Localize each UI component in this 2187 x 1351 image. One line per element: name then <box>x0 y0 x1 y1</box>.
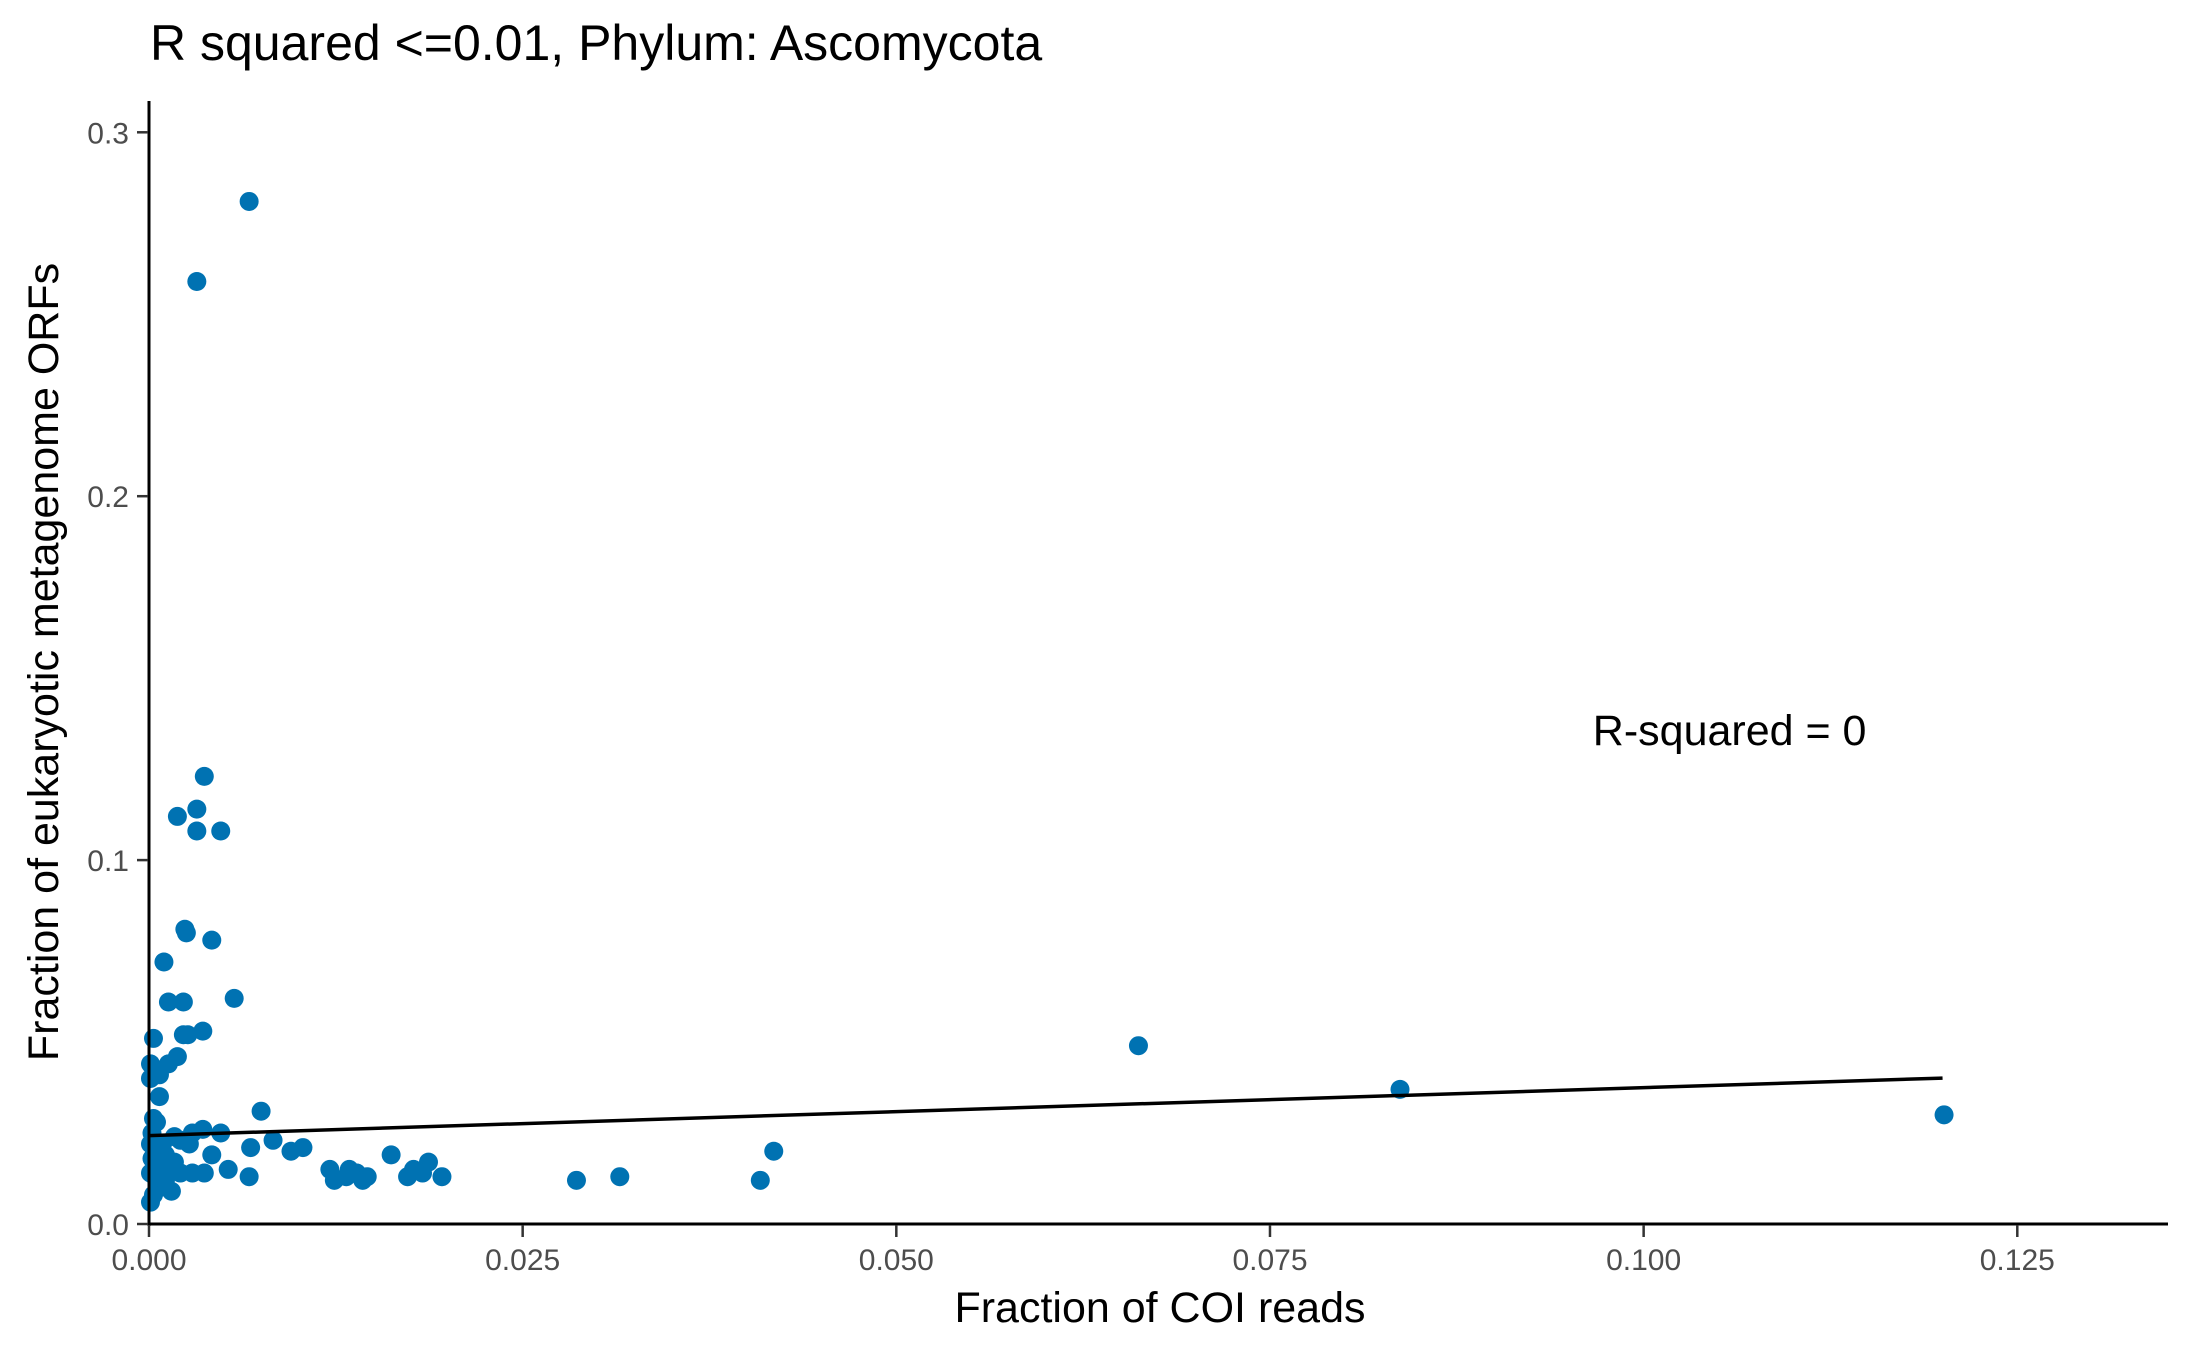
data-point <box>187 799 207 819</box>
data-point <box>178 1025 198 1045</box>
data-point <box>336 1167 356 1187</box>
data-point <box>566 1170 586 1190</box>
data-point <box>263 1130 283 1150</box>
x-axis-title: Fraction of COI reads <box>954 1284 1365 1332</box>
data-point <box>211 821 231 841</box>
data-point <box>143 1028 163 1048</box>
r-squared-annotation: R-squared = 0 <box>1593 707 1867 755</box>
data-point <box>187 271 207 291</box>
data-point <box>149 1087 169 1107</box>
data-point <box>1128 1036 1148 1056</box>
y-tick-label: 0.2 <box>87 481 129 514</box>
plot-area <box>140 191 1954 1212</box>
data-point <box>764 1141 784 1161</box>
y-axis-title: Fraction of eukaryotic metagenome ORFs <box>20 263 68 1061</box>
chart-title: R squared <=0.01, Phylum: Ascomycota <box>150 15 1042 71</box>
data-point <box>173 992 193 1012</box>
data-point <box>239 191 259 211</box>
x-tick-label: 0.100 <box>1606 1244 1681 1277</box>
y-tick-label: 0.1 <box>87 845 129 878</box>
x-tick-label: 0.125 <box>1980 1244 2055 1277</box>
data-point <box>176 923 196 943</box>
data-point <box>218 1159 238 1179</box>
data-point <box>241 1138 261 1158</box>
data-point <box>750 1170 770 1190</box>
data-point <box>239 1167 259 1187</box>
data-point <box>193 1021 213 1041</box>
data-point <box>194 766 214 786</box>
regression-line <box>148 1076 1943 1138</box>
data-point <box>293 1138 313 1158</box>
y-tick-label: 0.3 <box>87 117 129 150</box>
data-point <box>224 988 244 1008</box>
data-point <box>202 1145 222 1165</box>
data-point <box>610 1167 630 1187</box>
data-point <box>381 1145 401 1165</box>
x-tick-label: 0.000 <box>111 1244 186 1277</box>
data-point <box>167 806 187 826</box>
data-point <box>357 1167 377 1187</box>
data-point <box>418 1152 438 1172</box>
data-point <box>1934 1105 1954 1125</box>
data-point <box>187 821 207 841</box>
x-tick-label: 0.025 <box>485 1244 560 1277</box>
data-point <box>202 930 222 950</box>
data-point <box>154 952 174 972</box>
x-tick-label: 0.050 <box>859 1244 934 1277</box>
data-point <box>161 1181 181 1201</box>
data-point <box>158 992 178 1012</box>
axis-ticks: 0.000 0.025 0.050 0.075 0.100 0.125 0.0 0.1 0.2 0… <box>87 117 2055 1277</box>
x-tick-label: 0.075 <box>1232 1244 1307 1277</box>
y-tick-label: 0.0 <box>87 1209 129 1242</box>
data-point <box>432 1167 452 1187</box>
data-point <box>251 1101 271 1121</box>
data-point <box>142 1148 162 1168</box>
